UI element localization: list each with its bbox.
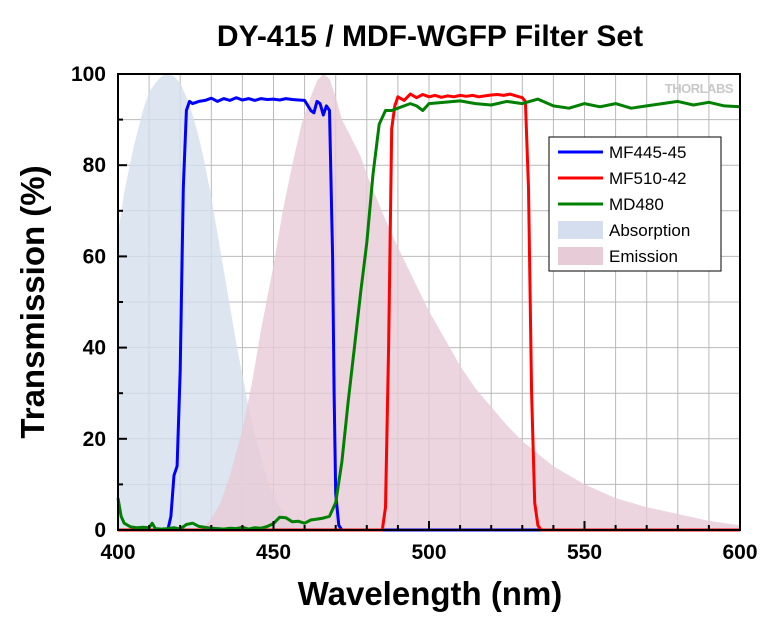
x-tick-label: 550 — [567, 541, 602, 564]
x-axis-label: Wavelength (nm) — [298, 575, 563, 612]
legend-label-absorption: Absorption — [609, 221, 690, 240]
y-axis-label: Transmission (%) — [14, 165, 51, 438]
x-tick-label: 500 — [411, 541, 446, 564]
legend-label-md480: MD480 — [609, 195, 664, 214]
x-tick-label: 450 — [256, 541, 291, 564]
series-absorption-area — [118, 74, 352, 530]
chart-title: DY-415 / MDF-WGFP Filter Set — [217, 20, 643, 53]
y-tick-label: 20 — [83, 428, 106, 451]
legend-swatch-emission — [558, 247, 603, 265]
legend-label-mf510-42: MF510-42 — [609, 169, 686, 188]
series-mf510-42-line — [118, 92, 740, 532]
legend: MF445-45 MF510-42 MD480 Absorption Emission — [548, 136, 722, 272]
legend-swatch-absorption — [558, 221, 603, 239]
y-tick-label: 100 — [71, 63, 106, 86]
x-tick-label: 600 — [722, 541, 757, 564]
x-tick-label: 400 — [100, 541, 135, 564]
y-tick-label: 60 — [83, 245, 106, 268]
legend-label-mf445-45: MF445-45 — [609, 143, 686, 162]
legend-label-emission: Emission — [609, 247, 678, 266]
axis-ticks: 400 450 500 550 600 0 20 40 60 80 100 — [71, 63, 758, 564]
y-tick-label: 80 — [83, 154, 106, 177]
thorlabs-watermark: THORLABS — [665, 81, 734, 96]
series-mf445-45-line — [118, 96, 740, 532]
y-tick-label: 40 — [83, 337, 106, 360]
y-tick-label: 0 — [94, 519, 106, 542]
